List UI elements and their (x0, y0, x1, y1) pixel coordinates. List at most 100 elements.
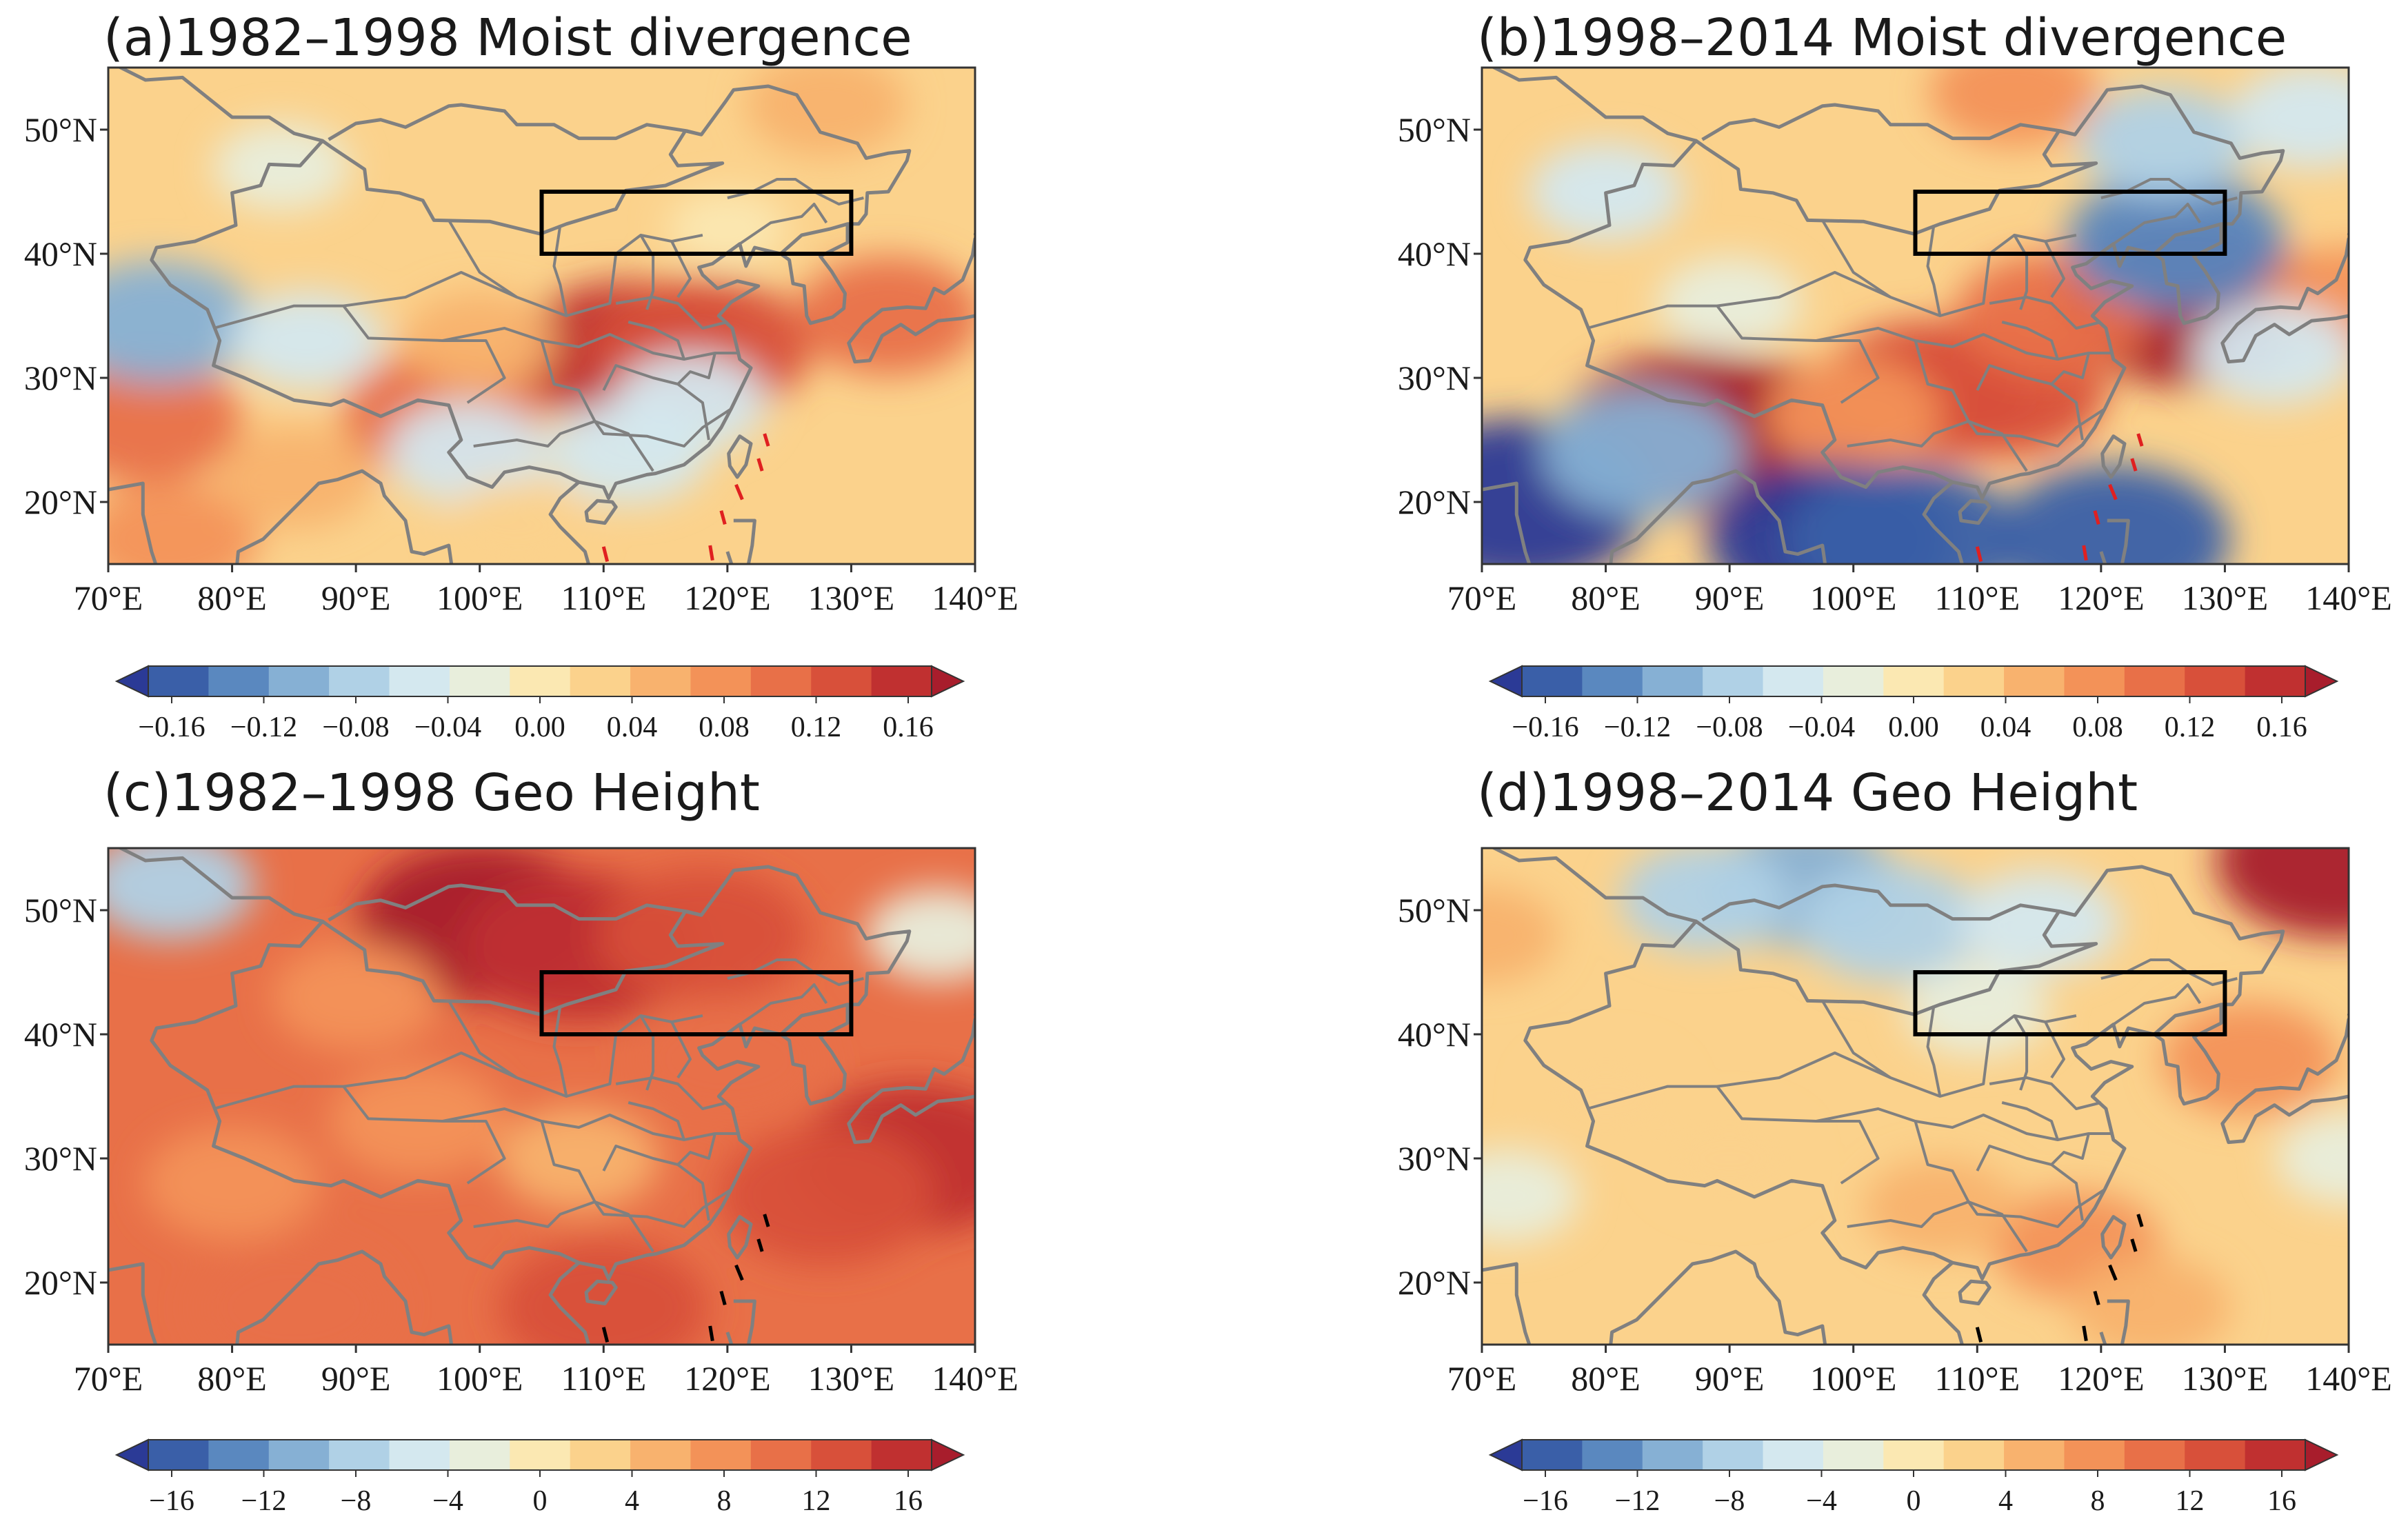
colorbar-bin (1763, 666, 1824, 696)
province-border (1847, 420, 2028, 472)
nine-dash-segment (2130, 1238, 2138, 1252)
colorbar-bin (1582, 1440, 1643, 1470)
colorbar-bin (2185, 1440, 2246, 1470)
korea-coast (779, 1004, 850, 1106)
anomaly-cell (667, 190, 788, 268)
anomaly-cell (2069, 1256, 2231, 1345)
province-border (1926, 1005, 1942, 1097)
colorbar-tick-label: −0.08 (322, 712, 389, 743)
province-border (676, 352, 716, 385)
province-border (1716, 271, 1892, 308)
colorbar-bin (871, 1440, 932, 1470)
colorbar-bin (389, 666, 450, 696)
colorbar: −16 −12 −8 −4 0 4 8 12 16 (1488, 1438, 2339, 1517)
nine-dash-segment (2093, 1290, 2100, 1306)
anomaly-cell (2078, 88, 2248, 197)
province-border (1989, 1076, 2102, 1110)
colorbar-bin (1642, 1440, 1703, 1470)
nine-dash-segment (2082, 545, 2088, 561)
colorbar-tick-label: 0.12 (2165, 712, 2216, 743)
taiwan-coast (727, 1215, 753, 1260)
x-tick-label: 80°E (197, 1359, 267, 1398)
japan-coast (2220, 1017, 2349, 1145)
y-tick-label: 40°N (24, 1015, 97, 1054)
province-border (2013, 234, 2029, 310)
province-border (628, 1101, 685, 1140)
colorbar-tick-label: −4 (432, 1485, 463, 1517)
province-border (1816, 1107, 2114, 1141)
colorbar-tick-label: 0.00 (1888, 712, 1939, 743)
province-border (448, 1000, 703, 1098)
colorbar-tick-label: −4 (1806, 1485, 1837, 1517)
field-anomalies (108, 68, 975, 564)
x-tick-label: 70°E (74, 1359, 143, 1398)
panel-d: (d)1998–2014 Geo Height 70°E 80°E 90°E 100°E… (1398, 763, 2392, 1517)
colorbar-max-extend (931, 665, 965, 698)
province-border (1976, 364, 2084, 441)
y-tick-label: 50°N (1398, 891, 1471, 929)
colorbar-bin (268, 1440, 330, 1470)
colorbar-tick-label: 4 (1998, 1485, 2013, 1517)
anomaly-cell (193, 1243, 395, 1345)
anomaly-cell (1620, 848, 1789, 952)
colorbar-bin (449, 666, 510, 696)
nine-dash-segment (756, 1238, 764, 1252)
x-tick-label: 130°E (2182, 1359, 2269, 1398)
panel-title: (b)1998–2014 Moist divergence (1477, 8, 2287, 68)
province-border (676, 1133, 716, 1166)
colorbar-bin (449, 1440, 510, 1470)
colorbar-tick-label: −0.16 (1512, 712, 1578, 743)
colorbar-bin (389, 1440, 450, 1470)
hokkaido-coast (973, 230, 975, 235)
colorbar-tick-label: −12 (1615, 1485, 1660, 1517)
coastlines (108, 848, 975, 1345)
province-border (2112, 203, 2202, 245)
china-border (1523, 865, 2285, 1281)
colorbar-tick-label: 0 (1907, 1485, 1921, 1517)
province-border (615, 296, 728, 330)
province-border (1914, 340, 2106, 448)
anomaly-cell (108, 359, 243, 483)
x-tick-label: 140°E (932, 579, 1019, 617)
province-border (552, 1005, 568, 1097)
province-border (2001, 1101, 2059, 1140)
province-border (2013, 1014, 2029, 1091)
x-tick-label: 100°E (437, 1359, 523, 1398)
province-border (448, 219, 703, 317)
colorbar-bin (2064, 1440, 2125, 1470)
x-tick-label: 80°E (197, 579, 267, 617)
indochina-coast (1922, 1261, 1965, 1345)
y-tick-label: 50°N (1398, 110, 1471, 149)
colorbar-tick-label: −0.16 (138, 712, 205, 743)
colorbar-tick-label: 12 (802, 1485, 831, 1517)
colorbar-min-extend (114, 1438, 149, 1471)
colorbar-min-extend (1488, 665, 1523, 698)
colorbar-bin (570, 1440, 631, 1470)
colorbar-tick-label: 16 (2267, 1485, 2296, 1517)
y-tick-label: 50°N (24, 110, 97, 149)
study-region-box (1913, 970, 2227, 1036)
x-tick-label: 140°E (2305, 1359, 2392, 1398)
province-border (442, 327, 740, 361)
mongolia-border (328, 883, 702, 922)
bay-of-bengal-coast (1607, 1249, 1827, 1345)
study-region-box (1913, 190, 2227, 256)
anomaly-cell (386, 401, 548, 504)
colorbar-bin (148, 666, 209, 696)
colorbar-bin (1883, 1440, 1945, 1470)
x-tick-label: 80°E (1571, 579, 1641, 617)
x-tick-label: 100°E (1810, 1359, 1897, 1398)
province-border (343, 271, 518, 308)
province-border (1821, 1000, 2077, 1098)
colorbar-tick-label: −8 (341, 1485, 372, 1517)
india-coast (1482, 481, 1532, 564)
anomaly-cell (271, 943, 441, 1052)
nine-dash-segment (601, 1327, 610, 1343)
mongolia-border (1701, 883, 2076, 922)
colorbar-bin (148, 1440, 209, 1470)
sakhalin-coast (997, 80, 1006, 179)
anomaly-cell (1798, 863, 1983, 982)
taiwan-coast (2100, 434, 2127, 479)
colorbar-bin (329, 1440, 390, 1470)
anomaly-cell (745, 68, 907, 157)
